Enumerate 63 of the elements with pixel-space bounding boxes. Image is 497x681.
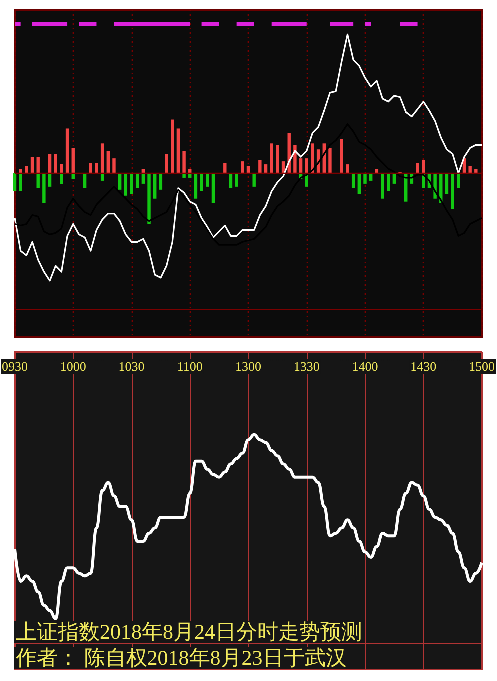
bar — [100, 144, 104, 174]
bar — [112, 158, 116, 174]
bar — [130, 174, 134, 194]
bar — [457, 174, 460, 188]
bar — [36, 157, 40, 174]
bar — [136, 174, 140, 188]
bar — [159, 174, 163, 190]
bar — [241, 162, 244, 174]
bar — [171, 120, 174, 174]
bar — [72, 148, 75, 174]
bar — [381, 174, 384, 199]
bar — [54, 154, 58, 174]
bar — [124, 174, 128, 196]
bar — [142, 174, 146, 184]
bar — [153, 174, 157, 199]
bar — [235, 174, 238, 187]
bar — [118, 174, 122, 190]
bar — [13, 174, 17, 192]
bar — [258, 160, 262, 174]
bar — [176, 128, 180, 174]
bar — [252, 174, 256, 187]
bar — [36, 174, 40, 188]
bar — [224, 163, 227, 174]
bar — [276, 145, 280, 174]
bar — [340, 139, 344, 174]
bar — [182, 151, 186, 174]
bar — [422, 160, 426, 174]
bar — [148, 174, 151, 224]
bar — [392, 174, 396, 184]
bar — [346, 164, 350, 174]
bar — [48, 174, 52, 187]
bar — [106, 151, 110, 174]
bar — [30, 157, 34, 174]
bar — [83, 174, 87, 188]
bar — [352, 174, 356, 188]
text: 上证指数2018年8月24日分时走势预测 — [16, 620, 362, 644]
bar — [60, 164, 64, 174]
bar — [468, 166, 472, 174]
bar — [358, 174, 362, 194]
text: 作者： 陈自权2018年8月23日于武汉 — [15, 646, 347, 670]
bar — [229, 174, 233, 188]
bar — [165, 154, 168, 174]
bar — [386, 174, 390, 192]
bar — [66, 128, 70, 174]
bar — [270, 144, 274, 174]
bar — [451, 174, 454, 210]
bar — [305, 158, 308, 174]
bar — [416, 163, 420, 174]
bar — [42, 174, 46, 204]
bar — [48, 154, 52, 174]
bar — [328, 148, 332, 174]
bar — [299, 158, 303, 174]
bar — [25, 166, 28, 174]
bar — [60, 174, 64, 184]
bar — [445, 174, 449, 194]
bar — [212, 174, 216, 204]
bar — [200, 174, 204, 192]
bar — [206, 174, 210, 187]
bar — [19, 174, 22, 192]
bar — [95, 163, 98, 174]
bar — [364, 174, 367, 184]
bar — [194, 174, 198, 199]
bar — [89, 163, 92, 174]
